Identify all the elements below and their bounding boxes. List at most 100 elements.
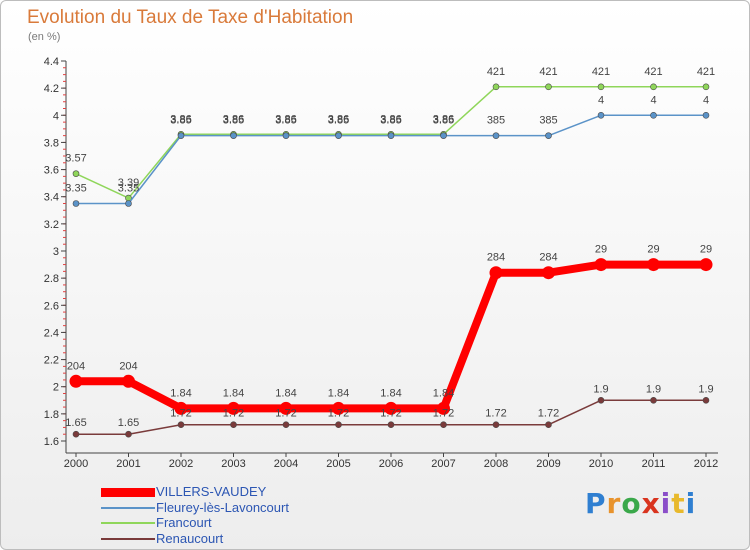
data-label: 421: [697, 66, 715, 78]
y-tick-label: 1.8: [44, 409, 59, 421]
data-label: 29: [700, 244, 712, 256]
data-point: [387, 132, 395, 139]
data-point: [545, 83, 552, 91]
data-label: 3.57: [65, 153, 86, 165]
data-point: [227, 401, 240, 415]
data-label: 29: [647, 244, 659, 256]
data-label: 284: [539, 252, 557, 264]
data-label: 1.84: [328, 387, 349, 399]
data-label: 3.86: [380, 113, 401, 125]
y-tick-label: 3.2: [44, 219, 59, 231]
x-tick-label: 2005: [326, 458, 350, 470]
x-tick-label: 2011: [642, 458, 666, 470]
data-point: [282, 421, 290, 429]
chart-title: Evolution du Taux de Taxe d'Habitation: [27, 7, 354, 28]
data-label: 1.72: [223, 408, 244, 420]
data-point: [230, 421, 237, 429]
chart-subtitle: (en %): [28, 31, 61, 43]
data-point: [335, 421, 342, 429]
logo-letter: o: [621, 487, 642, 520]
legend-label: Francourt: [156, 515, 212, 530]
logo-letter: i: [660, 487, 672, 520]
logo-letter: t: [671, 487, 686, 520]
y-tick-label: 4.2: [44, 83, 59, 95]
legend-swatch: [101, 537, 155, 540]
data-label: 1.9: [698, 383, 713, 395]
data-label: 3.86: [328, 113, 349, 125]
logo-letter: r: [606, 487, 622, 520]
data-point: [489, 266, 503, 280]
data-point: [72, 430, 80, 438]
data-point: [650, 396, 657, 404]
data-label: 204: [67, 360, 85, 372]
data-label: 1.72: [275, 408, 296, 420]
data-label: 385: [539, 115, 557, 127]
data-point: [387, 421, 395, 429]
data-label: 1.72: [538, 408, 559, 420]
data-point: [597, 111, 605, 119]
data-point: [492, 83, 500, 91]
data-label: 3.86: [275, 113, 296, 125]
data-point: [492, 132, 500, 139]
data-label: 1.9: [646, 383, 661, 395]
data-point: [545, 132, 552, 139]
logo-letter: P: [585, 487, 607, 520]
data-label: 3.86: [223, 113, 244, 125]
data-label: 4: [703, 94, 709, 106]
data-point: [174, 401, 188, 415]
data-label: 1.72: [380, 408, 401, 420]
data-label: 1.72: [170, 408, 191, 420]
data-point: [594, 258, 608, 272]
data-label: 3.39: [118, 177, 139, 189]
y-tick-label: 2.8: [44, 273, 59, 285]
data-label: 421: [487, 66, 505, 78]
data-label: 204: [119, 360, 137, 372]
data-point: [440, 421, 447, 429]
data-point: [384, 401, 398, 415]
y-tick-label: 3.4: [44, 192, 59, 204]
y-tick-label: 4: [53, 110, 59, 122]
data-label: 3.85: [223, 115, 244, 127]
data-point: [542, 266, 555, 280]
x-tick-label: 2006: [379, 458, 403, 470]
data-point: [702, 83, 710, 91]
data-point: [702, 111, 710, 119]
data-point: [72, 200, 80, 207]
data-point: [177, 421, 185, 429]
y-tick-label: 2.6: [44, 300, 59, 312]
logo-letter: x: [641, 487, 661, 520]
data-label: 3.85: [275, 115, 296, 127]
data-label: 1.9: [593, 383, 608, 395]
data-label: 421: [644, 66, 662, 78]
legend-label: VILLERS-VAUDEY: [156, 484, 267, 499]
x-tick-label: 2001: [116, 458, 140, 470]
data-point: [230, 132, 237, 139]
y-tick-label: 2: [53, 382, 59, 394]
x-tick-label: 2007: [431, 458, 455, 470]
data-label: 29: [595, 244, 607, 256]
x-tick-label: 2002: [169, 458, 193, 470]
data-label: 421: [592, 66, 610, 78]
data-point: [702, 396, 710, 404]
data-label: 1.84: [275, 387, 296, 399]
data-point: [650, 83, 657, 91]
x-tick-label: 2008: [484, 458, 508, 470]
logo-letter: i: [685, 487, 697, 520]
data-point: [699, 258, 713, 272]
y-tick-label: 4.4: [44, 56, 59, 68]
data-point: [335, 132, 342, 139]
data-point: [332, 401, 345, 415]
x-tick-label: 2003: [221, 458, 245, 470]
data-label: 385: [487, 115, 505, 127]
data-point: [437, 401, 450, 415]
data-point: [492, 421, 500, 429]
data-point: [279, 401, 293, 415]
x-tick-label: 2004: [274, 458, 298, 470]
data-point: [125, 200, 132, 207]
data-label: 3.85: [380, 115, 401, 127]
data-point: [125, 430, 132, 438]
series-line-2: [75, 86, 706, 199]
proxiti-logo: Proxiti: [585, 487, 696, 520]
